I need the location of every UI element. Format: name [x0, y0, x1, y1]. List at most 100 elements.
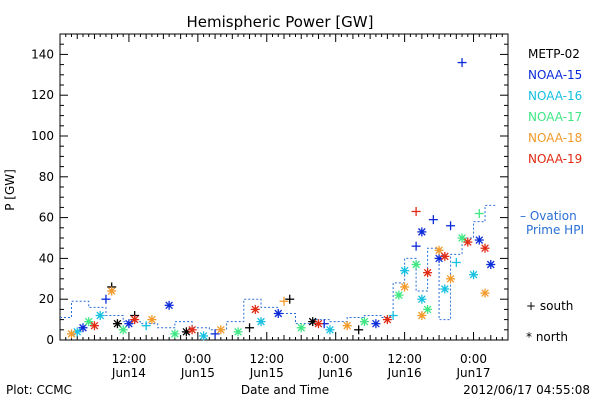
x-tick-date-label: Jun15 — [180, 366, 215, 380]
marker-stroke — [463, 238, 472, 246]
marker-stroke — [486, 260, 495, 269]
marker-stroke — [481, 289, 489, 297]
data-point-noaa-17 — [233, 327, 243, 337]
data-point-noaa-15 — [273, 308, 283, 318]
marker-stroke — [423, 268, 432, 277]
data-point-noaa-18 — [107, 286, 117, 296]
data-point-noaa-15 — [474, 235, 484, 245]
data-point-noaa-16 — [440, 284, 450, 294]
legend-ovation-line1: – Ovation — [520, 209, 577, 223]
marker-stroke — [446, 274, 455, 283]
marker-stroke — [216, 325, 225, 334]
data-point-noaa-19 — [463, 237, 473, 247]
marker-stroke — [130, 315, 139, 324]
marker-stroke — [113, 319, 122, 328]
marker-stroke — [440, 285, 449, 293]
data-point-noaa-19 — [382, 315, 392, 325]
marker-stroke — [475, 236, 484, 244]
x-tick-time-label: 0:00 — [184, 352, 211, 366]
marker-stroke — [308, 317, 317, 326]
data-point-noaa-15 — [411, 241, 421, 251]
x-tick-time-label: 12:00 — [387, 352, 422, 366]
data-point-noaa-15 — [434, 253, 444, 263]
x-axis-label: Date and Time — [241, 383, 329, 397]
legend-entry: NOAA-18 — [528, 131, 582, 145]
legend-entry: NOAA-19 — [528, 152, 582, 166]
data-point-noaa-17 — [170, 329, 180, 339]
data-point-noaa-15 — [164, 300, 174, 310]
data-point-noaa-15 — [101, 294, 111, 304]
x-tick-time-label: 0:00 — [322, 352, 349, 366]
plot-credit: Plot: CCMC — [6, 383, 72, 397]
data-point-noaa-16 — [451, 257, 461, 267]
y-tick-label: 20 — [39, 292, 54, 306]
legend-marker-south: + south — [526, 299, 573, 313]
data-point-noaa-16 — [199, 331, 209, 341]
data-point-noaa-17 — [411, 260, 421, 270]
legend-entry: NOAA-15 — [528, 68, 582, 82]
data-point-noaa-16 — [95, 311, 105, 321]
data-point-noaa-18 — [434, 245, 444, 255]
legend-entry: NOAA-17 — [528, 110, 582, 124]
data-point-noaa-16 — [141, 321, 151, 331]
marker-stroke — [90, 321, 99, 330]
data-point-noaa-17 — [296, 323, 306, 333]
marker-stroke — [84, 317, 93, 326]
marker-stroke — [297, 323, 306, 332]
marker-stroke — [343, 321, 352, 330]
data-point-metp-02 — [245, 323, 255, 333]
legend-entry: NOAA-16 — [528, 89, 582, 103]
data-point-noaa-18 — [446, 274, 456, 284]
marker-stroke — [314, 319, 323, 328]
y-tick-label: 80 — [39, 170, 54, 184]
data-point-noaa-17 — [118, 325, 128, 335]
legend-marker-north: * north — [526, 330, 568, 344]
data-point-noaa-15 — [78, 323, 88, 333]
data-point-noaa-18 — [279, 296, 289, 306]
marker-stroke — [199, 332, 208, 340]
marker-stroke — [458, 234, 466, 242]
data-point-noaa-15 — [428, 215, 438, 225]
y-axis-label: P [GW] — [3, 169, 17, 211]
x-tick-date-label: Jun16 — [387, 366, 422, 380]
marker-stroke — [372, 319, 380, 328]
data-point-noaa-15 — [371, 319, 381, 329]
marker-stroke — [360, 317, 369, 326]
data-point-noaa-17 — [423, 304, 433, 314]
marker-stroke — [125, 319, 133, 328]
data-point-noaa-19 — [440, 251, 450, 261]
marker-stroke — [440, 252, 449, 261]
x-tick-time-label: 0:00 — [460, 352, 487, 366]
data-point-noaa-18 — [400, 282, 410, 292]
data-point-metp-02 — [112, 319, 122, 329]
data-point-noaa-15 — [124, 319, 134, 329]
data-point-noaa-15 — [486, 260, 496, 270]
marker-stroke — [423, 305, 432, 314]
x-tick-date-label: Jun17 — [456, 366, 491, 380]
data-point-noaa-18 — [417, 311, 427, 321]
y-tick-label: 0 — [46, 333, 54, 347]
data-point-noaa-17 — [474, 209, 484, 219]
marker-stroke — [400, 283, 409, 291]
x-tick-time-label: 12:00 — [112, 352, 147, 366]
data-point-noaa-19 — [130, 315, 140, 325]
legend-entry: METP-02 — [528, 47, 580, 61]
marker-stroke — [107, 287, 116, 295]
data-point-noaa-15 — [417, 227, 427, 237]
data-point-noaa-18 — [147, 315, 157, 325]
marker-stroke — [188, 325, 196, 334]
data-point-noaa-15 — [457, 58, 467, 68]
data-point-noaa-19 — [423, 268, 433, 278]
marker-stroke — [481, 244, 489, 253]
data-point-noaa-16 — [256, 317, 266, 327]
marker-stroke — [400, 266, 409, 275]
y-tick-label: 40 — [39, 251, 54, 265]
data-point-noaa-17 — [394, 290, 404, 300]
marker-stroke — [383, 315, 392, 324]
marker-stroke — [119, 325, 128, 334]
data-point-noaa-15 — [210, 329, 220, 339]
legend-ovation-line2: Prime HPI — [526, 223, 584, 237]
plot-frame — [59, 33, 509, 341]
data-point-noaa-19 — [480, 243, 490, 253]
